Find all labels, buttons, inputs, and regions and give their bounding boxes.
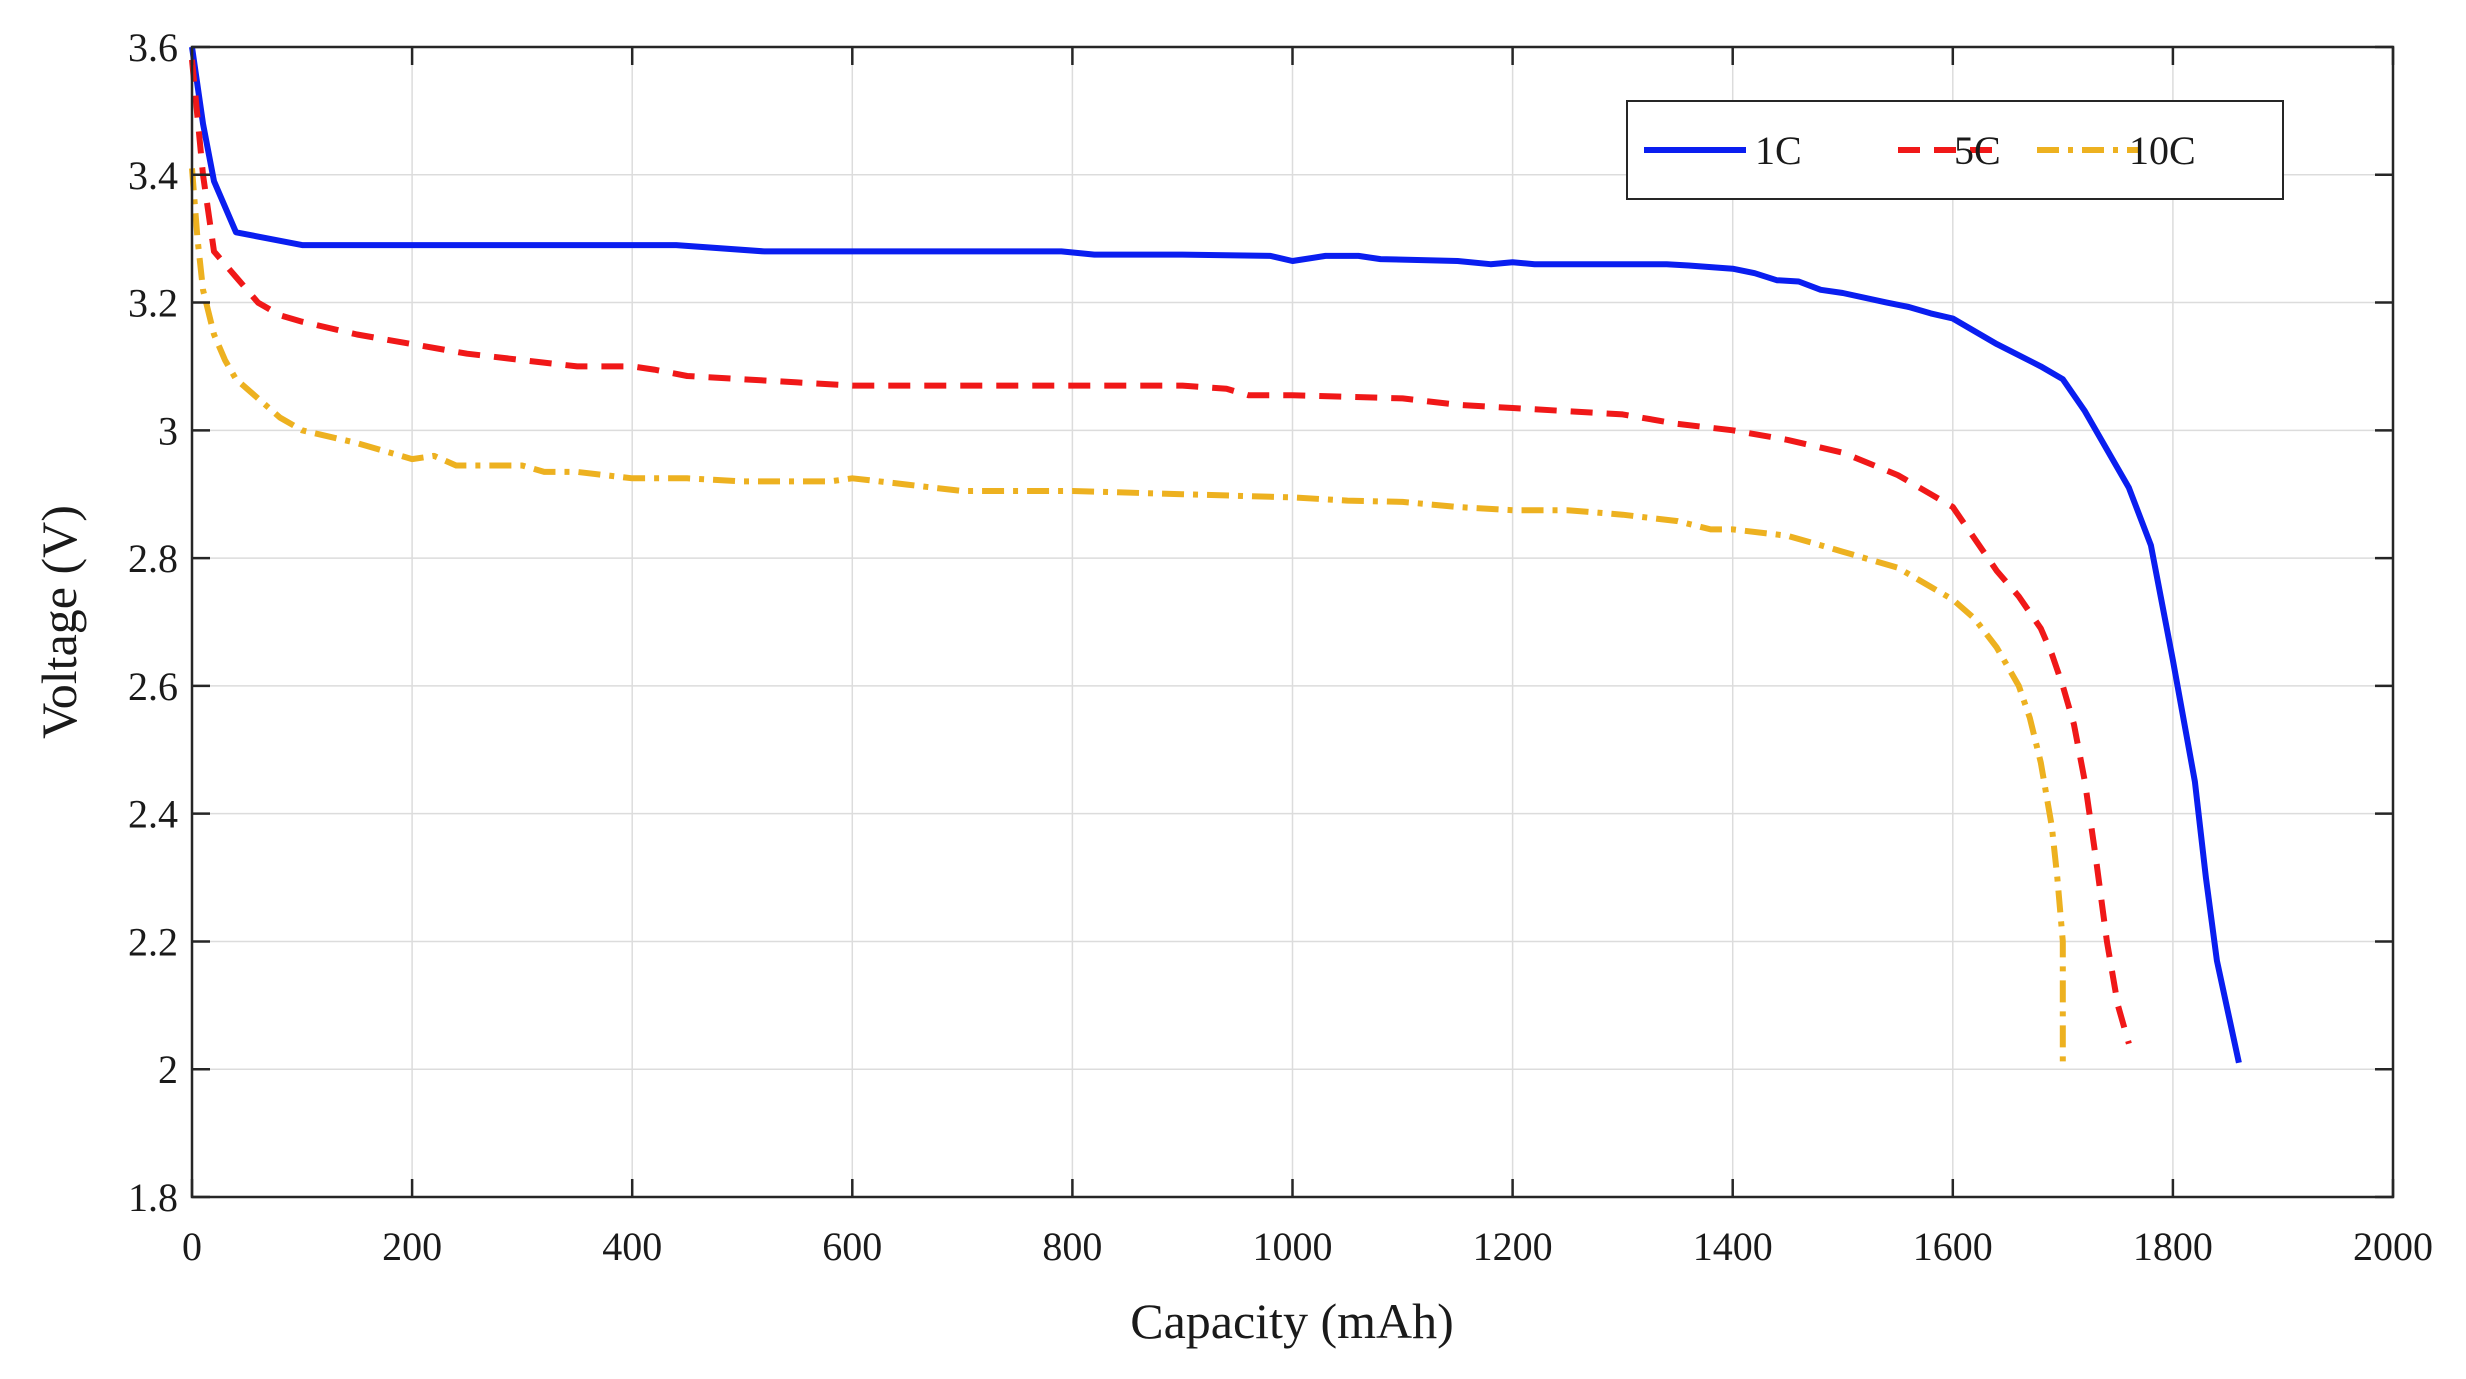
legend-label-10c: 10C <box>2129 128 2196 173</box>
legend: 1C 5C 10C <box>1626 100 2284 200</box>
legend-label-5c: 5C <box>1954 128 2001 173</box>
x-axis-tick-labels: 0 200 400 600 800 1000 1200 1400 1600 1800 2000 <box>182 1224 2433 1269</box>
y-tick-label: 3.4 <box>128 153 178 198</box>
series-line-10c <box>189 168 2066 1070</box>
x-tick-label: 1400 <box>1693 1224 1773 1269</box>
series-line-5c <box>189 59 2132 1045</box>
legend-label-1c: 1C <box>1755 128 1802 173</box>
x-tick-label: 200 <box>382 1224 442 1269</box>
axis-ticks <box>190 45 2395 1199</box>
y-axis-label: Voltage (V) <box>31 505 87 739</box>
x-tick-label: 1000 <box>1253 1224 1333 1269</box>
x-tick-label: 1200 <box>1473 1224 1553 1269</box>
y-tick-label: 2.4 <box>128 792 178 837</box>
x-tick-label: 2000 <box>2353 1224 2433 1269</box>
y-tick-label: 1.8 <box>128 1175 178 1220</box>
series-line-1c <box>189 46 2242 1064</box>
x-tick-label: 800 <box>1042 1224 1102 1269</box>
x-tick-label: 400 <box>602 1224 662 1269</box>
x-tick-label: 0 <box>182 1224 202 1269</box>
y-tick-label: 2.2 <box>128 919 178 964</box>
x-tick-label: 600 <box>822 1224 882 1269</box>
legend-entries: 1C 5C 10C <box>1644 128 2196 173</box>
y-tick-label: 2 <box>158 1047 178 1092</box>
data-series <box>189 46 2242 1070</box>
y-tick-label: 3.2 <box>128 281 178 326</box>
x-tick-label: 1800 <box>2133 1224 2213 1269</box>
y-tick-label: 3.6 <box>128 25 178 70</box>
y-tick-label: 3 <box>158 408 178 453</box>
x-axis-label: Capacity (mAh) <box>1130 1293 1454 1349</box>
y-axis-tick-labels: 1.8 2 2.2 2.4 2.6 2.8 3 3.2 3.4 3.6 <box>128 25 178 1220</box>
x-tick-label: 1600 <box>1913 1224 1993 1269</box>
y-tick-label: 2.6 <box>128 664 178 709</box>
y-tick-label: 2.8 <box>128 536 178 581</box>
